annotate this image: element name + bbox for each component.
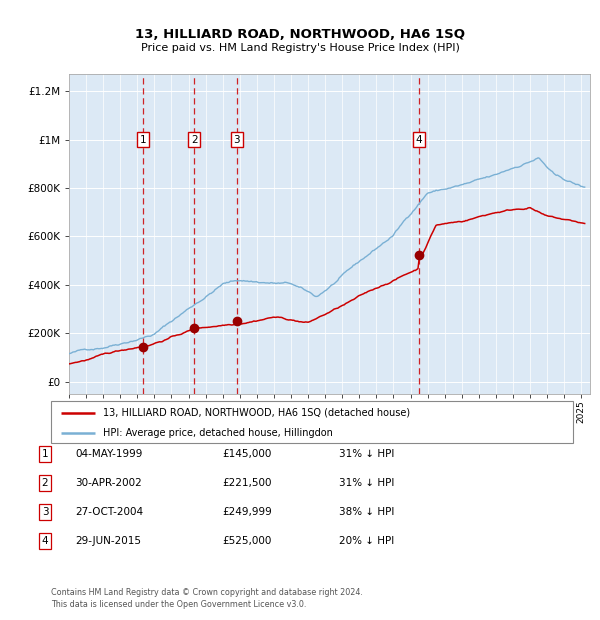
Text: 4: 4: [416, 135, 422, 144]
Text: 30-APR-2002: 30-APR-2002: [75, 478, 142, 488]
Text: HPI: Average price, detached house, Hillingdon: HPI: Average price, detached house, Hill…: [103, 428, 333, 438]
Text: 13, HILLIARD ROAD, NORTHWOOD, HA6 1SQ: 13, HILLIARD ROAD, NORTHWOOD, HA6 1SQ: [135, 28, 465, 40]
Text: 2: 2: [41, 478, 49, 488]
Text: 38% ↓ HPI: 38% ↓ HPI: [339, 507, 394, 517]
Text: 29-JUN-2015: 29-JUN-2015: [75, 536, 141, 546]
Text: 27-OCT-2004: 27-OCT-2004: [75, 507, 143, 517]
Text: 31% ↓ HPI: 31% ↓ HPI: [339, 478, 394, 488]
Text: Contains HM Land Registry data © Crown copyright and database right 2024.
This d: Contains HM Land Registry data © Crown c…: [51, 588, 363, 609]
Text: 1: 1: [41, 449, 49, 459]
Text: 20% ↓ HPI: 20% ↓ HPI: [339, 536, 394, 546]
Text: 3: 3: [233, 135, 240, 144]
Text: 13, HILLIARD ROAD, NORTHWOOD, HA6 1SQ (detached house): 13, HILLIARD ROAD, NORTHWOOD, HA6 1SQ (d…: [103, 407, 410, 417]
Text: £525,000: £525,000: [222, 536, 271, 546]
Text: 1: 1: [140, 135, 146, 144]
Text: 04-MAY-1999: 04-MAY-1999: [75, 449, 142, 459]
Text: 31% ↓ HPI: 31% ↓ HPI: [339, 449, 394, 459]
Text: 4: 4: [41, 536, 49, 546]
Text: Price paid vs. HM Land Registry's House Price Index (HPI): Price paid vs. HM Land Registry's House …: [140, 43, 460, 53]
Text: £221,500: £221,500: [222, 478, 271, 488]
Text: £249,999: £249,999: [222, 507, 272, 517]
Text: £145,000: £145,000: [222, 449, 271, 459]
Text: 2: 2: [191, 135, 197, 144]
Text: 3: 3: [41, 507, 49, 517]
